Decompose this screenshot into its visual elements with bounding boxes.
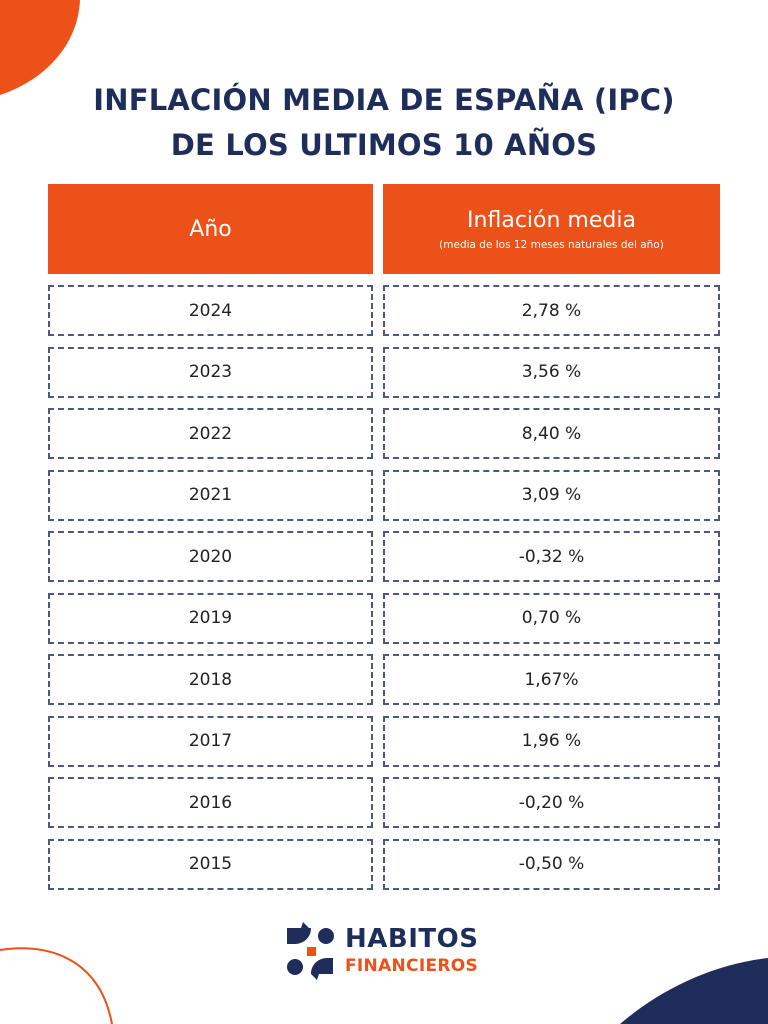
year-cell: 2021 (48, 469, 373, 521)
table-row: 2016 -0,20 % (0, 777, 768, 828)
year-cell: 2019 (48, 592, 373, 644)
year-cell: 2024 (48, 285, 373, 336)
table-row: 2024 2,78 % (0, 285, 768, 336)
inflation-cell: -0,32 % (383, 531, 720, 582)
header-inflation-label: Inflación media (467, 207, 636, 233)
table-row: 2020 -0,32 % (0, 531, 768, 582)
year-cell: 2015 (48, 838, 373, 890)
inflation-cell: 3,56 % (383, 346, 720, 398)
year-cell: 2018 (48, 654, 373, 705)
title-line-1: INFLACIÓN MEDIA DE ESPAÑA (IPC) (93, 83, 675, 117)
logo-mark-icon (287, 922, 334, 980)
logo: HABITOS FINANCIEROS (285, 922, 505, 982)
table-row: 2021 3,09 % (0, 469, 768, 521)
inflation-cell: 3,09 % (383, 469, 720, 521)
header-inflation-note: (media de los 12 meses naturales del año… (439, 238, 664, 251)
column-header-year: Año (48, 184, 373, 274)
inflation-cell: 2,78 % (383, 285, 720, 336)
corner-decoration-top-left (0, 0, 80, 95)
inflation-cell: -0,20 % (383, 777, 720, 828)
table-row: 2018 1,67% (0, 654, 768, 705)
page-title: INFLACIÓN MEDIA DE ESPAÑA (IPC) DE LOS U… (0, 78, 768, 168)
year-cell: 2022 (48, 408, 373, 459)
table-row: 2019 0,70 % (0, 592, 768, 644)
logo-text-financieros: FINANCIEROS (345, 956, 479, 976)
year-cell: 2016 (48, 777, 373, 828)
year-cell: 2017 (48, 715, 373, 767)
table-row: 2023 3,56 % (0, 346, 768, 398)
table-row: 2022 8,40 % (0, 408, 768, 459)
year-cell: 2020 (48, 531, 373, 582)
title-line-2: DE LOS ULTIMOS 10 AÑOS (170, 128, 598, 162)
inflation-cell: 0,70 % (383, 592, 720, 644)
table-row: 2017 1,96 % (0, 715, 768, 767)
corner-decoration-bottom-left (0, 947, 113, 1024)
inflation-cell: -0,50 % (383, 838, 720, 890)
column-header-inflation: Inflación media (media de los 12 meses n… (383, 184, 720, 274)
inflation-cell: 1,67% (383, 654, 720, 705)
header-year-label: Año (189, 216, 232, 242)
inflation-cell: 1,96 % (383, 715, 720, 767)
logo-text-habitos: HABITOS (345, 924, 479, 954)
corner-decoration-bottom-right (620, 958, 768, 1024)
table-row: 2015 -0,50 % (0, 838, 768, 890)
year-cell: 2023 (48, 346, 373, 398)
inflation-cell: 8,40 % (383, 408, 720, 459)
